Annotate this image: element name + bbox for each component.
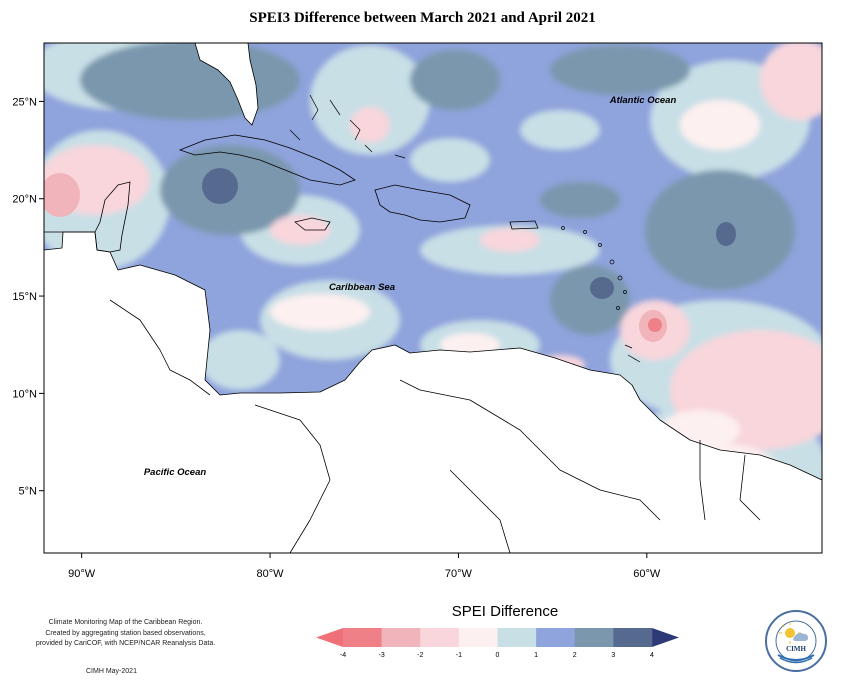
cimh-logo: CIMH xyxy=(764,609,828,673)
colorbar-tick-label: 2 xyxy=(573,652,577,659)
colorbar-tick-label: 1 xyxy=(534,652,538,659)
colorbar-tick-label: 4 xyxy=(650,652,654,659)
credit-date: CIMH May-2021 xyxy=(86,668,137,675)
x-tick-label: 90°W xyxy=(68,568,96,580)
colorbar-under-arrow xyxy=(316,628,343,647)
y-tick-label: 15°N xyxy=(12,291,37,303)
colorbar-swatch xyxy=(420,628,460,647)
map-title: SPEI3 Difference between March 2021 and … xyxy=(249,10,596,26)
colorbar: -4 -3 -2 -1 0 1 2 3 4 xyxy=(316,628,679,659)
x-tick-label: 70°W xyxy=(445,568,473,580)
legend-title: SPEI Difference xyxy=(451,603,559,620)
colorbar-tick-label: 3 xyxy=(611,652,615,659)
credit-line: provided by CariCOF, with NCEP/NCAR Rean… xyxy=(35,640,216,647)
colorbar-swatch xyxy=(343,628,382,647)
colorbar-tick-label: -1 xyxy=(456,652,462,659)
logo-text: CIMH xyxy=(786,645,806,653)
credits: Climate Monitoring Map of the Caribbean … xyxy=(18,618,233,650)
colorbar-tick-label: -4 xyxy=(340,652,346,659)
colorbar-tick-label: -2 xyxy=(417,652,423,659)
land-florida xyxy=(194,43,259,126)
x-tick-label: 60°W xyxy=(633,568,661,580)
label-pacific-ocean: Pacific Ocean xyxy=(144,467,207,478)
colorbar-over-arrow xyxy=(652,628,679,647)
credit-line: Created by aggregating station based obs… xyxy=(45,629,206,637)
y-tick-label: 25°N xyxy=(12,96,37,108)
colorbar-tick-label: 0 xyxy=(496,652,500,659)
colorbar-tick-label: -3 xyxy=(379,652,385,659)
y-tick-label: 20°N xyxy=(12,194,37,206)
land-jamaica xyxy=(294,217,331,231)
x-axis: 90°W 80°W 70°W 60°W xyxy=(68,553,661,580)
land-cuba xyxy=(178,134,356,186)
colorbar-swatch xyxy=(458,628,498,647)
colorbar-swatch xyxy=(574,628,614,647)
land-yucatan xyxy=(44,181,131,253)
colorbar-swatch xyxy=(536,628,576,647)
land-hispaniola xyxy=(374,184,471,223)
land-mainland xyxy=(44,231,822,553)
land-islands xyxy=(289,94,641,363)
label-atlantic-ocean: Atlantic Ocean xyxy=(609,95,677,106)
credit-line: Climate Monitoring Map of the Caribbean … xyxy=(48,619,203,626)
y-tick-label: 5°N xyxy=(19,486,38,498)
spei-field: Atlantic Ocean Caribbean Sea Pacific Oce… xyxy=(44,43,822,553)
colorbar-swatch xyxy=(497,628,537,647)
colorbar-swatch xyxy=(381,628,421,647)
y-axis: 25°N 20°N 15°N 10°N 5°N xyxy=(12,96,44,498)
land-puerto-rico xyxy=(509,220,539,230)
label-caribbean-sea: Caribbean Sea xyxy=(329,282,395,293)
map-frame xyxy=(43,42,823,554)
colorbar-swatch xyxy=(613,628,653,647)
y-tick-label: 10°N xyxy=(12,388,37,400)
x-tick-label: 80°W xyxy=(257,568,285,580)
